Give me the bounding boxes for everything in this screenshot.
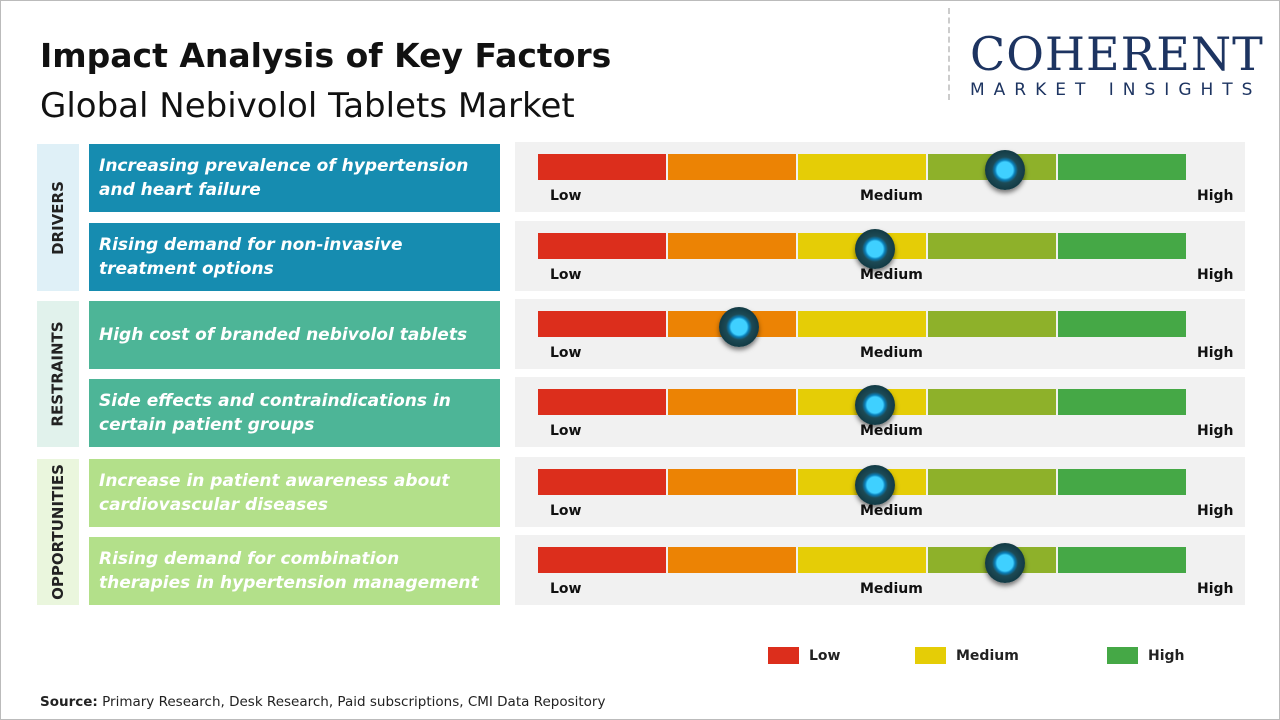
scale-label-high: High <box>1197 503 1234 519</box>
scale-label-medium: Medium <box>860 267 923 283</box>
impact-gauge: Low Medium High <box>515 142 1245 212</box>
gauge-segment <box>1058 389 1186 415</box>
gauge-segment <box>928 469 1056 495</box>
gauge-segment <box>538 469 666 495</box>
legend-low: Low <box>768 647 840 664</box>
legend-high: High <box>1107 647 1185 664</box>
gauge-segment <box>928 389 1056 415</box>
gauge-segment <box>1058 469 1186 495</box>
source-label: Source: <box>40 694 98 710</box>
category-label: RESTRAINTS <box>49 321 68 427</box>
gauge-segment <box>538 154 666 180</box>
legend-label: Low <box>809 647 841 664</box>
factor-label: Rising demand for non-invasive treatment… <box>89 223 500 291</box>
gauge-segment <box>668 469 796 495</box>
logo-sub: MARKET INSIGHTS <box>970 80 1262 100</box>
legend-swatch-medium <box>915 647 946 664</box>
gauge-segment <box>668 389 796 415</box>
impact-marker <box>984 150 1025 190</box>
page-subtitle: Global Nebivolol Tablets Market <box>40 86 575 126</box>
logo-main: COHERENT <box>970 27 1264 81</box>
impact-marker <box>984 543 1025 583</box>
impact-gauge: Low Medium High <box>515 457 1245 527</box>
gauge-segment <box>538 389 666 415</box>
legend-label: High <box>1148 647 1185 664</box>
legend-swatch-low <box>768 647 799 664</box>
gauge-segment <box>538 547 666 573</box>
source-note: Source: Primary Research, Desk Research,… <box>40 694 605 710</box>
factor-label: Rising demand for combination therapies … <box>89 537 500 605</box>
gauge-segment <box>798 547 926 573</box>
logo: COHERENT MARKET INSIGHTS <box>970 30 1264 100</box>
legend-medium: Medium <box>915 647 1019 664</box>
gauge-segment <box>668 233 796 259</box>
scale-label-low: Low <box>550 188 582 204</box>
category-restraints: RESTRAINTS <box>37 301 79 447</box>
impact-marker <box>854 465 895 505</box>
page-title: Impact Analysis of Key Factors <box>40 36 612 75</box>
gauge-segment <box>798 311 926 337</box>
factor-label: High cost of branded nebivolol tablets <box>89 301 500 369</box>
gauge-segment <box>798 154 926 180</box>
gauge-segment <box>1058 233 1186 259</box>
gauge-segment <box>538 311 666 337</box>
impact-gauge: Low Medium High <box>515 377 1245 447</box>
scale-label-low: Low <box>550 267 582 283</box>
factor-label: Increasing prevalence of hypertension an… <box>89 144 500 212</box>
impact-gauge: Low Medium High <box>515 299 1245 369</box>
impact-gauge: Low Medium High <box>515 221 1245 291</box>
scale-label-medium: Medium <box>860 581 923 597</box>
scale-label-medium: Medium <box>860 503 923 519</box>
legend-label: Medium <box>956 647 1019 664</box>
category-label: OPPORTUNITIES <box>49 464 67 600</box>
impact-marker <box>718 307 759 347</box>
scale-label-high: High <box>1197 188 1234 204</box>
scale-label-high: High <box>1197 423 1234 439</box>
scale-label-high: High <box>1197 581 1234 597</box>
legend-swatch-high <box>1107 647 1138 664</box>
scale-label-low: Low <box>550 503 582 519</box>
impact-gauge: Low Medium High <box>515 535 1245 605</box>
impact-marker <box>854 385 895 425</box>
scale-label-medium: Medium <box>860 423 923 439</box>
divider <box>948 8 950 100</box>
category-opportunities: OPPORTUNITIES <box>37 459 79 605</box>
gauge-segment <box>1058 154 1186 180</box>
gauge-segment <box>668 154 796 180</box>
scale-label-low: Low <box>550 581 582 597</box>
source-text: Primary Research, Desk Research, Paid su… <box>97 694 606 710</box>
scale-label-high: High <box>1197 345 1234 361</box>
gauge-segment <box>538 233 666 259</box>
scale-label-medium: Medium <box>860 345 923 361</box>
scale-label-low: Low <box>550 423 582 439</box>
gauge-segment <box>1058 311 1186 337</box>
gauge-segment <box>928 311 1056 337</box>
gauge-segment <box>668 547 796 573</box>
impact-marker <box>854 229 895 269</box>
category-label: DRIVERS <box>49 180 68 255</box>
factor-label: Side effects and contraindications in ce… <box>89 379 500 447</box>
gauge-segment <box>928 233 1056 259</box>
scale-label-medium: Medium <box>860 188 923 204</box>
scale-label-high: High <box>1197 267 1234 283</box>
category-drivers: DRIVERS <box>37 144 79 291</box>
factor-label: Increase in patient awareness about card… <box>89 459 500 527</box>
gauge-segment <box>1058 547 1186 573</box>
scale-label-low: Low <box>550 345 582 361</box>
